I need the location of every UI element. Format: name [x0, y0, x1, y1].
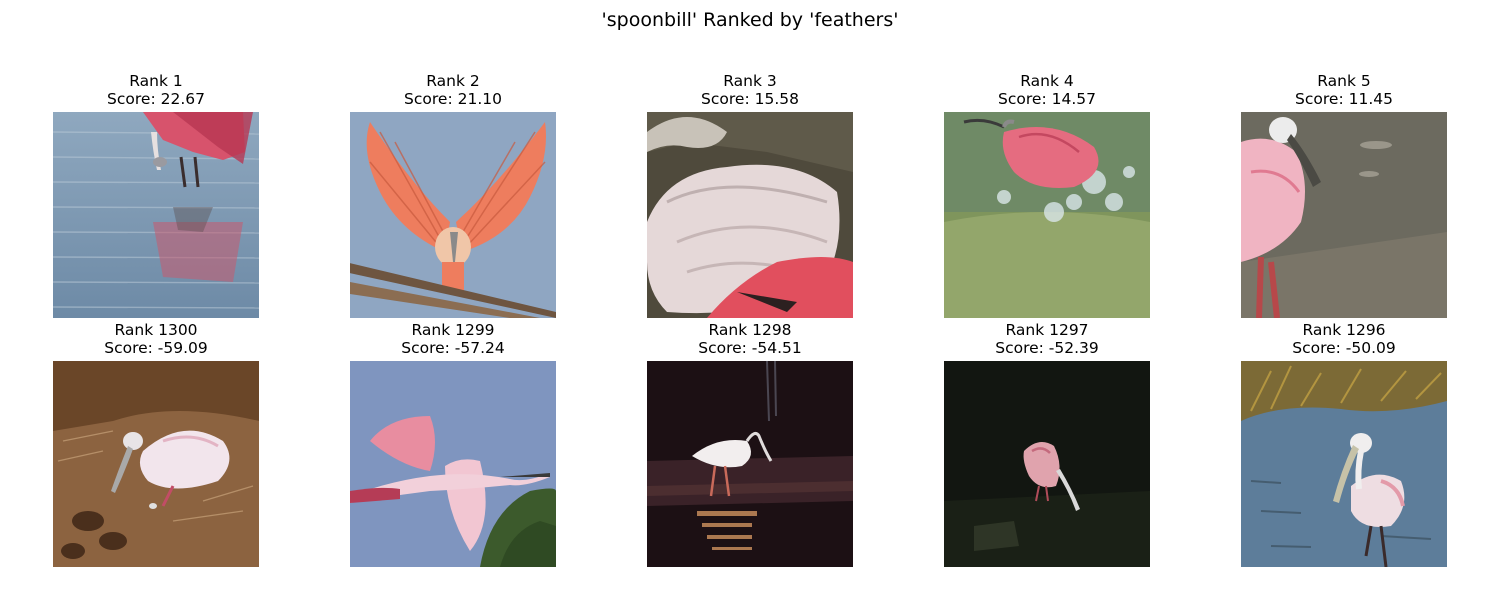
rank-label: Rank 1 [129, 72, 183, 90]
score-label: Score: 21.10 [404, 90, 502, 108]
rank-label: Rank 3 [723, 72, 777, 90]
score-label: Score: -50.09 [1292, 339, 1396, 357]
panel-caption: Rank 1297 Score: -52.39 [904, 321, 1190, 357]
score-label: Score: 11.45 [1295, 90, 1393, 108]
spoonbill-preening-image [647, 112, 853, 318]
figure-title: 'spoonbill' Ranked by 'feathers' [601, 9, 899, 31]
score-label: Score: 22.67 [107, 90, 205, 108]
score-label: Score: -57.24 [401, 339, 505, 357]
rank-label: Rank 1298 [708, 321, 792, 339]
spoonbill-bathing-image [944, 112, 1150, 318]
rank-label: Rank 1297 [1005, 321, 1089, 339]
spoonbill-night-image [647, 361, 853, 567]
rank-label: Rank 1299 [411, 321, 495, 339]
score-label: Score: 15.58 [701, 90, 799, 108]
spoonbill-in-flight-image [350, 361, 556, 567]
panel-caption: Rank 1298 Score: -54.51 [607, 321, 893, 357]
rank-label: Rank 1296 [1302, 321, 1386, 339]
rank-label: Rank 2 [426, 72, 480, 90]
spoonbill-wings-spread-image [350, 112, 556, 318]
spoonbill-standing-closeup-image [1241, 112, 1447, 318]
score-label: Score: -52.39 [995, 339, 1099, 357]
rank-label: Rank 5 [1317, 72, 1371, 90]
spoonbill-shallow-water-image [1241, 361, 1447, 567]
rank-label: Rank 1300 [114, 321, 198, 339]
spoonbill-wading-image [53, 112, 259, 318]
panel-caption: Rank 1300 Score: -59.09 [13, 321, 299, 357]
spoonbill-dark-image [944, 361, 1150, 567]
panel-caption: Rank 5 Score: 11.45 [1201, 72, 1487, 108]
spoonbill-on-dirt-image [53, 361, 259, 567]
score-label: Score: -54.51 [698, 339, 802, 357]
rank-label: Rank 4 [1020, 72, 1074, 90]
panel-caption: Rank 1 Score: 22.67 [13, 72, 299, 108]
panel-caption: Rank 1296 Score: -50.09 [1201, 321, 1487, 357]
score-label: Score: -59.09 [104, 339, 208, 357]
score-label: Score: 14.57 [998, 90, 1096, 108]
panel-caption: Rank 1299 Score: -57.24 [310, 321, 596, 357]
panel-caption: Rank 3 Score: 15.58 [607, 72, 893, 108]
panel-caption: Rank 4 Score: 14.57 [904, 72, 1190, 108]
panel-caption: Rank 2 Score: 21.10 [310, 72, 596, 108]
